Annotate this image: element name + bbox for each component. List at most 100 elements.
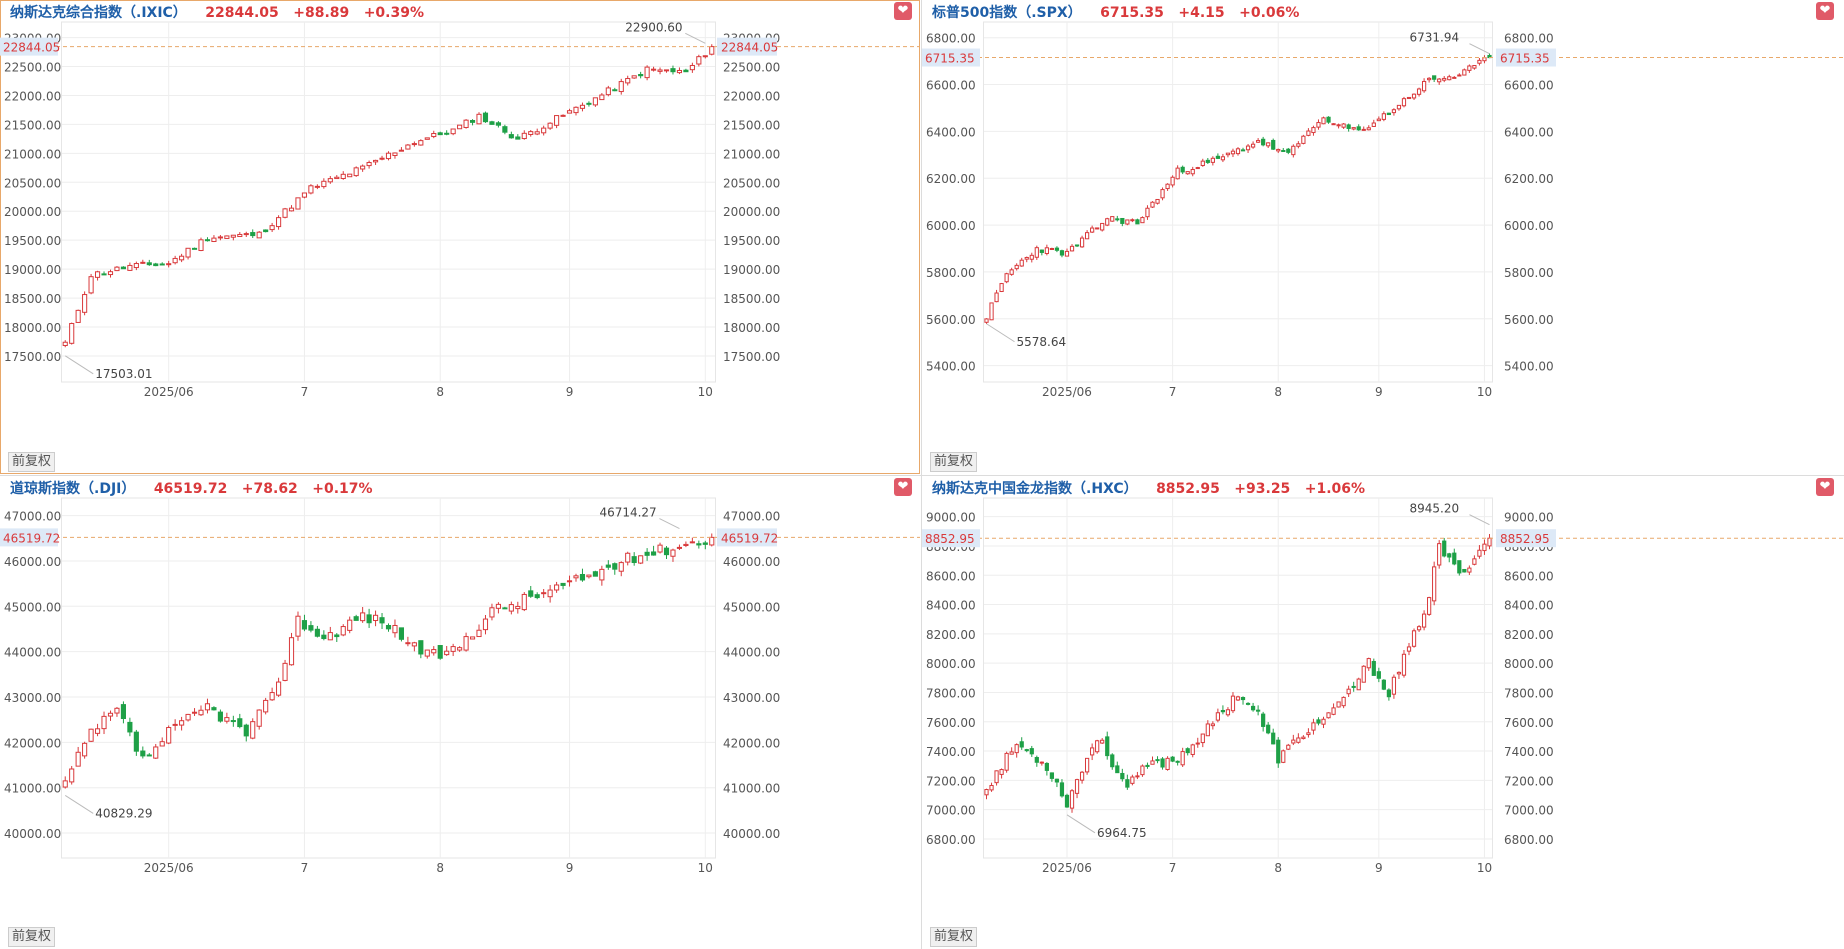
candle	[230, 715, 236, 727]
candle	[534, 592, 540, 600]
candle	[82, 741, 88, 759]
candle	[1175, 760, 1180, 766]
candle-body	[1069, 245, 1075, 252]
x-tick-label: 8	[436, 385, 444, 399]
candle-body	[424, 137, 430, 140]
candle	[469, 636, 476, 640]
chart-panel-spx[interactable]: 标普500指数（.SPX） 6715.35 +4.15 +0.06% ❤ 540…	[922, 0, 1844, 474]
candle-body	[1039, 761, 1044, 764]
chart-panel-hxc[interactable]: 纳斯达克中国金龙指数（.HXC） 8852.95 +93.25 +1.06% ❤…	[922, 476, 1844, 949]
candle-body	[482, 112, 489, 123]
candle	[457, 124, 463, 130]
candle-body	[424, 649, 430, 657]
candle	[989, 302, 994, 321]
candle	[120, 266, 126, 270]
candle	[1200, 158, 1205, 167]
candle	[1069, 789, 1075, 813]
candle-body	[353, 616, 359, 621]
y-tick-label-left: 6200.00	[926, 172, 976, 186]
candle-body	[1079, 237, 1085, 248]
candle-body	[1059, 250, 1065, 256]
candle	[1336, 701, 1341, 708]
y-tick-label-left: 21000.00	[4, 147, 61, 161]
index-value: 6715.35	[1100, 5, 1164, 21]
y-tick-label-left: 20000.00	[4, 205, 61, 219]
index-name[interactable]: 纳斯达克综合指数（.IXIC）	[10, 5, 187, 21]
chart-panel-dji[interactable]: 道琼斯指数（.DJI） 46519.72 +78.62 +0.17% ❤ 400…	[0, 476, 920, 949]
candle	[69, 765, 75, 785]
candle	[185, 247, 191, 260]
candle	[1250, 141, 1256, 149]
candle	[1195, 166, 1200, 170]
candle-body	[366, 162, 372, 167]
candle	[301, 192, 308, 199]
candle-body	[82, 742, 88, 757]
candle-body	[1452, 76, 1457, 79]
adjust-mode-button[interactable]: 前复权	[930, 927, 978, 947]
candle	[566, 108, 573, 114]
candle	[1115, 215, 1120, 222]
candle-body	[586, 574, 592, 578]
last-price-tag-right-bg	[1496, 529, 1556, 548]
candle	[340, 171, 346, 180]
candle-body	[495, 603, 501, 609]
candle-body	[683, 69, 689, 73]
chart-panel-ixic[interactable]: 纳斯达克综合指数（.IXIC） 22844.05 +88.89 +0.39% ❤…	[0, 0, 920, 474]
candle	[625, 551, 631, 566]
y-tick-label-right: 7000.00	[1504, 804, 1554, 818]
candle	[1467, 64, 1472, 73]
y-tick-label-right: 5400.00	[1504, 360, 1554, 374]
candle-body	[1482, 57, 1487, 62]
adjust-mode-button[interactable]: 前复权	[8, 452, 56, 472]
candle	[437, 645, 443, 660]
candle-body	[541, 127, 547, 134]
index-change-pct: +0.17%	[312, 481, 373, 497]
y-tick-label-left: 46000.00	[4, 555, 61, 569]
candle-body	[1281, 150, 1286, 153]
candle-body	[1311, 722, 1316, 731]
candle	[631, 552, 637, 566]
adjust-mode-button[interactable]: 前复权	[8, 927, 56, 947]
x-tick-label: 8	[436, 861, 444, 875]
candle	[166, 725, 172, 745]
candle-body	[1336, 701, 1341, 708]
candle-body	[1205, 723, 1210, 737]
candle-body	[586, 102, 592, 105]
candle-body	[334, 634, 340, 638]
favorite-heart-icon[interactable]: ❤	[894, 478, 912, 496]
candle-body	[385, 152, 392, 160]
last-price-tag-left: 22844.05	[3, 41, 60, 55]
candle-body	[82, 294, 88, 313]
candle-body	[353, 167, 359, 177]
candle	[638, 555, 644, 565]
annotation-leader	[1469, 43, 1490, 55]
index-name[interactable]: 纳斯达克中国金龙指数（.HXC）	[932, 481, 1138, 497]
index-name[interactable]: 标普500指数（.SPX）	[932, 5, 1082, 21]
y-tick-label-left: 44000.00	[4, 646, 61, 660]
candle-body	[1115, 218, 1120, 221]
favorite-heart-icon[interactable]: ❤	[1816, 478, 1834, 496]
candle-body	[1271, 139, 1276, 150]
candle	[528, 130, 534, 137]
candle-body	[1266, 142, 1271, 147]
candle	[469, 119, 476, 126]
last-price-tag-left: 8852.95	[925, 532, 975, 546]
y-tick-label-right: 7800.00	[1504, 686, 1554, 700]
candle-body	[185, 713, 191, 721]
candle-body	[1321, 117, 1326, 125]
candle	[1336, 123, 1341, 129]
favorite-heart-icon[interactable]: ❤	[1816, 2, 1834, 20]
candle-body	[1024, 256, 1029, 260]
candle-body	[276, 681, 282, 696]
candle-body	[450, 128, 456, 135]
candle-body	[566, 580, 573, 583]
adjust-mode-button[interactable]: 前复权	[930, 452, 978, 472]
favorite-heart-icon[interactable]: ❤	[894, 2, 912, 20]
candle	[1411, 628, 1417, 648]
candle	[269, 222, 275, 232]
candle-body	[1175, 760, 1180, 763]
candle-body	[1180, 751, 1185, 766]
candle-body	[1044, 247, 1049, 254]
candle-body	[1406, 96, 1412, 100]
index-name[interactable]: 道琼斯指数（.DJI）	[10, 481, 136, 497]
